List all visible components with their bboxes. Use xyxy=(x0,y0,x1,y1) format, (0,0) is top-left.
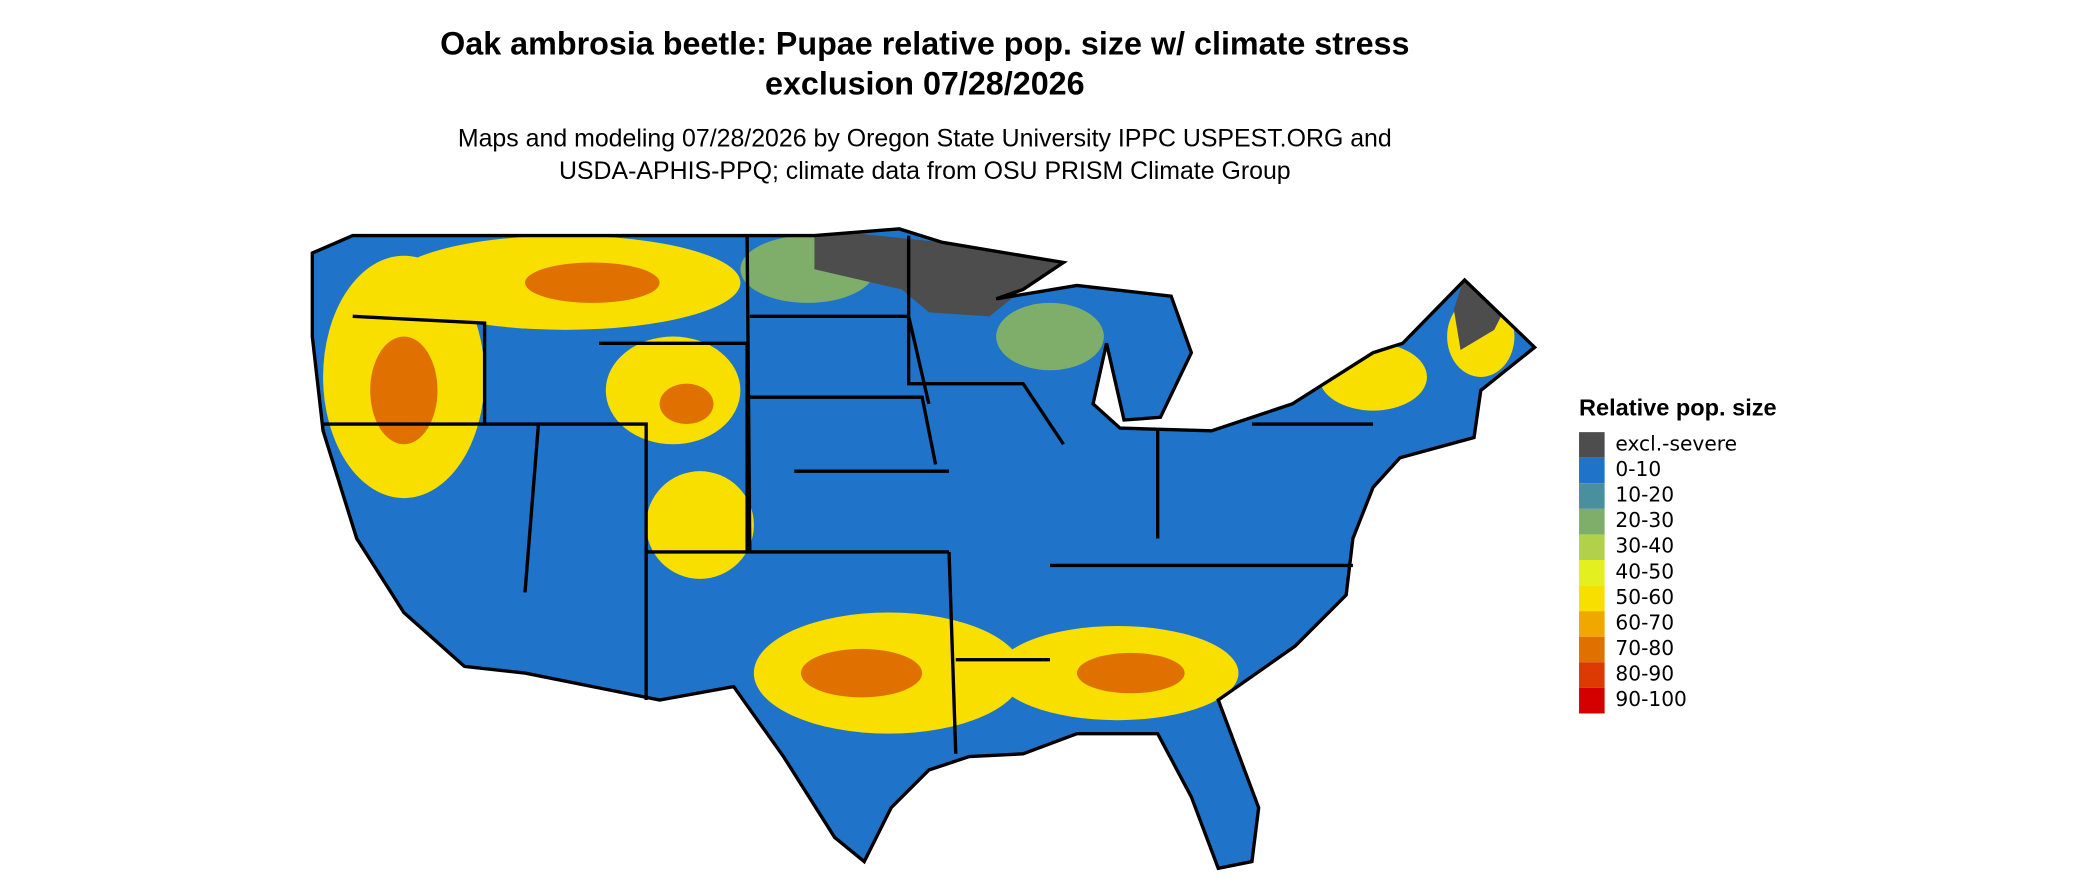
legend: Relative pop. size excl.-severe0-1010-20… xyxy=(1579,394,1777,714)
hotspots-high xyxy=(370,262,1185,698)
legend-swatch xyxy=(1579,662,1605,688)
legend-swatch xyxy=(1579,585,1605,612)
legend-label: 80-90 xyxy=(1615,662,1674,686)
legend-swatch xyxy=(1579,611,1605,637)
title-line: Oak ambrosia beetle: Pupae relative pop.… xyxy=(440,25,1409,61)
legend-label: 90-100 xyxy=(1615,687,1687,711)
subtitle-line: USDA-APHIS-PPQ; climate data from OSU PR… xyxy=(559,157,1291,185)
title-line: exclusion 07/28/2026 xyxy=(765,66,1085,102)
subtitle-line: Maps and modeling 07/28/2026 by Oregon S… xyxy=(458,125,1392,153)
legend-label: 20-30 xyxy=(1615,508,1674,532)
legend-label: 40-50 xyxy=(1615,559,1674,583)
legend-title: Relative pop. size xyxy=(1579,394,1777,420)
legend-swatch xyxy=(1579,636,1605,663)
legend-swatch xyxy=(1579,483,1605,509)
legend-swatch xyxy=(1579,508,1605,535)
legend-label: excl.-severe xyxy=(1615,431,1737,455)
legend-swatch xyxy=(1579,432,1605,458)
legend-label: 70-80 xyxy=(1615,636,1674,660)
legend-swatch xyxy=(1579,560,1605,586)
legend-label: 30-40 xyxy=(1615,534,1674,558)
legend-label: 0-10 xyxy=(1615,457,1661,481)
legend-swatch xyxy=(1579,687,1605,714)
legend-label: 60-70 xyxy=(1615,610,1674,634)
state-borders xyxy=(310,227,1538,871)
legend-label: 50-60 xyxy=(1615,585,1674,609)
legend-label: 10-20 xyxy=(1615,483,1674,507)
legend-swatch xyxy=(1579,457,1605,484)
legend-swatch xyxy=(1579,534,1605,561)
